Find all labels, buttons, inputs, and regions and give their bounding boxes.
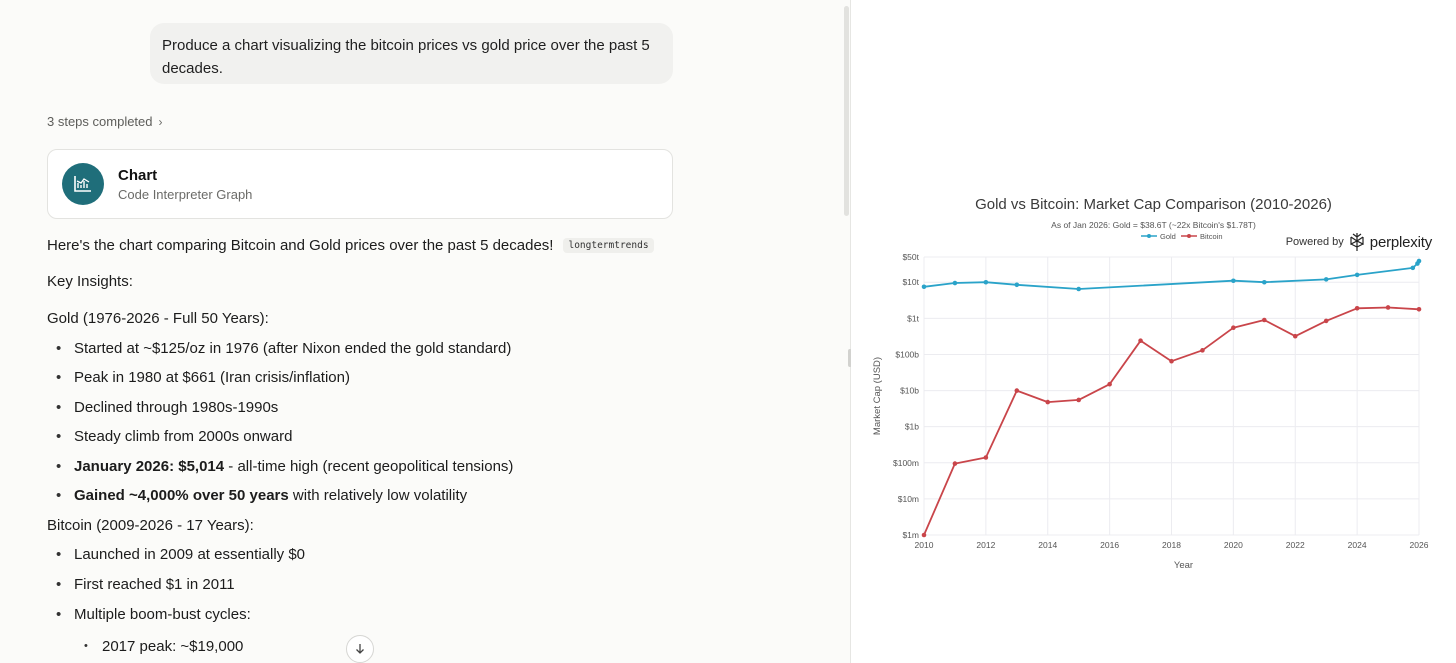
powered-by-badge[interactable]: Powered by perplexity	[1286, 233, 1432, 251]
list-item: Peak in 1980 at $661 (Iran crisis/inflat…	[56, 369, 350, 386]
y-tick-label: $10m	[898, 494, 919, 504]
list-item: Declined through 1980s-1990s	[56, 399, 278, 416]
chart-title: Gold vs Bitcoin: Market Cap Comparison (…	[975, 196, 1332, 213]
steps-completed-toggle[interactable]: 3 steps completed ›	[47, 114, 163, 129]
data-point-gold	[1231, 278, 1236, 284]
source-tag[interactable]: longtermtrends	[563, 237, 654, 253]
intro-line: Here's the chart comparing Bitcoin and G…	[47, 235, 747, 255]
steps-label: 3 steps completed	[47, 114, 153, 129]
list-item: Steady climb from 2000s onward	[56, 428, 292, 445]
x-tick-label: 2024	[1348, 540, 1367, 550]
gold-highlight-1: January 2026: $5,014	[74, 458, 225, 475]
list-item: Started at ~$125/oz in 1976 (after Nixon…	[56, 340, 511, 357]
x-tick-label: 2010	[915, 540, 934, 550]
x-tick-label: 2016	[1100, 540, 1119, 550]
list-item: January 2026: $5,014 - all-time high (re…	[56, 458, 514, 475]
legend-label: Gold	[1160, 232, 1176, 241]
data-point-bitcoin	[1200, 348, 1205, 353]
data-point-bitcoin	[1014, 388, 1020, 393]
x-tick-label: 2026	[1410, 540, 1429, 550]
bitcoin-heading: Bitcoin (2009-2026 - 17 Years):	[47, 517, 254, 534]
data-point-bitcoin	[1138, 338, 1143, 344]
data-point-bitcoin	[1107, 381, 1112, 387]
legend-marker	[1147, 234, 1151, 238]
y-tick-label: $10b	[900, 386, 919, 396]
conversation-pane: Produce a chart visualizing the bitcoin …	[0, 0, 850, 663]
data-point-gold	[1416, 258, 1422, 264]
y-tick-label: $1t	[907, 313, 919, 323]
data-point-bitcoin	[1354, 305, 1360, 311]
chart-line-icon	[62, 163, 104, 205]
data-point-bitcoin	[1262, 317, 1267, 323]
x-axis-label: Year	[1174, 560, 1193, 571]
scrollbar-thumb[interactable]	[844, 6, 849, 216]
chart-tool-card[interactable]: Chart Code Interpreter Graph	[47, 149, 673, 219]
arrow-down-icon	[356, 644, 364, 654]
y-tick-label: $1b	[905, 422, 919, 432]
list-item: Multiple boom-bust cycles:	[56, 606, 251, 623]
data-point-bitcoin	[1323, 318, 1329, 324]
gold-highlight-2: Gained ~4,000% over 50 years	[74, 487, 289, 504]
data-point-gold	[921, 284, 927, 290]
x-tick-label: 2012	[976, 540, 995, 550]
gold-heading: Gold (1976-2026 - Full 50 Years):	[47, 310, 269, 327]
legend-marker	[1187, 234, 1191, 238]
data-point-bitcoin	[1076, 397, 1081, 403]
data-point-gold	[1354, 272, 1360, 278]
y-tick-label: $1m	[902, 530, 919, 540]
card-subtitle: Code Interpreter Graph	[118, 186, 253, 202]
data-point-bitcoin	[921, 532, 927, 538]
gold-detail-2: with relatively low volatility	[288, 487, 468, 504]
chart-subtitle: As of Jan 2026: Gold = $38.6T (~22x Bitc…	[1051, 220, 1256, 230]
data-point-gold	[1014, 282, 1020, 288]
data-point-gold	[1262, 279, 1267, 285]
insights-heading: Key Insights:	[47, 273, 133, 290]
data-point-bitcoin	[952, 461, 958, 466]
list-item: Launched in 2009 at essentially $0	[56, 546, 305, 563]
data-point-bitcoin	[1045, 399, 1051, 405]
pane-divider	[850, 0, 851, 663]
y-tick-label: $50t	[902, 252, 919, 262]
assistant-response: Here's the chart comparing Bitcoin and G…	[47, 235, 747, 655]
chevron-right-icon: ›	[158, 114, 163, 129]
intro-text: Here's the chart comparing Bitcoin and G…	[47, 236, 554, 254]
y-tick-label: $100m	[893, 458, 919, 468]
data-point-gold	[952, 280, 958, 286]
data-point-bitcoin	[1169, 358, 1174, 364]
x-tick-label: 2018	[1162, 540, 1181, 550]
data-point-gold	[1076, 286, 1081, 292]
card-title: Chart	[118, 166, 158, 184]
pane-resize-handle[interactable]	[848, 349, 852, 367]
chart-panel: Gold vs Bitcoin: Market Cap Comparison (…	[851, 0, 1456, 663]
scroll-down-button[interactable]	[346, 635, 374, 663]
data-point-bitcoin	[1416, 307, 1422, 312]
x-tick-label: 2020	[1224, 540, 1243, 550]
data-point-bitcoin	[1292, 333, 1298, 339]
list-item: First reached $1 in 2011	[56, 576, 235, 593]
x-tick-label: 2014	[1038, 540, 1057, 550]
list-item: Gained ~4,000% over 50 years with relati…	[56, 487, 468, 504]
y-tick-label: $10t	[902, 277, 919, 287]
perplexity-wordmark: perplexity	[1369, 233, 1432, 251]
data-point-bitcoin	[983, 455, 989, 460]
perplexity-logo-icon	[1350, 233, 1364, 251]
x-tick-label: 2022	[1286, 540, 1305, 550]
powered-by-label: Powered by	[1285, 236, 1344, 248]
sub-list-item: 2017 peak: ~$19,000	[84, 638, 243, 655]
user-message: Produce a chart visualizing the bitcoin …	[150, 23, 673, 84]
data-point-gold	[1323, 277, 1329, 282]
data-point-gold	[1410, 265, 1416, 271]
data-point-bitcoin	[1231, 325, 1236, 331]
gold-detail-1: - all-time high (recent geopolitical ten…	[224, 458, 514, 475]
y-tick-label: $100b	[895, 349, 919, 359]
data-point-bitcoin	[1385, 305, 1391, 310]
data-point-gold	[983, 279, 989, 285]
legend-label: Bitcoin	[1200, 232, 1223, 241]
y-axis-label: Market Cap (USD)	[872, 357, 883, 435]
chart-plot: 2010 2012 2014 2016 2018 2020 2022 2024 2026 $1m $…	[872, 232, 1429, 571]
